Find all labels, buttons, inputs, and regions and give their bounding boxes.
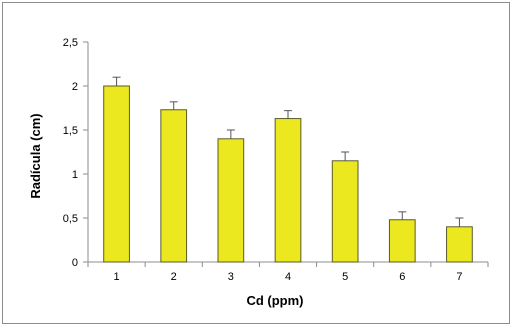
bar [331,160,359,263]
x-tick-label: 4 [285,271,291,283]
bars [103,85,473,263]
bar [160,109,188,263]
x-axis-title: Cd (ppm) [246,293,303,308]
y-tick-label: 2,5 [63,37,78,49]
bar [217,138,245,263]
bar [274,118,302,263]
y-tick-label: 1 [72,169,78,181]
y-tick-label: 0 [72,257,78,269]
x-axis: 1 2 3 4 5 6 7 [87,261,489,283]
bar [446,226,473,263]
bar [388,219,416,263]
chart-frame [2,2,510,324]
y-tick-label: 0,5 [63,213,78,225]
x-tick-label: 5 [342,271,348,283]
x-tick-label: 7 [456,271,462,283]
x-tick-label: 6 [399,271,405,283]
x-tick-label: 3 [228,271,234,283]
y-tick-label: 1,5 [63,125,78,137]
y-axis: 0 0,5 1 1,5 2 2,5 [63,37,89,269]
y-axis-title: Radícula (cm) [28,113,43,198]
bar [103,85,130,263]
error-bars [112,76,464,227]
x-tick-label: 1 [114,271,120,283]
y-tick-label: 2 [72,81,78,93]
x-tick-label: 2 [171,271,177,283]
